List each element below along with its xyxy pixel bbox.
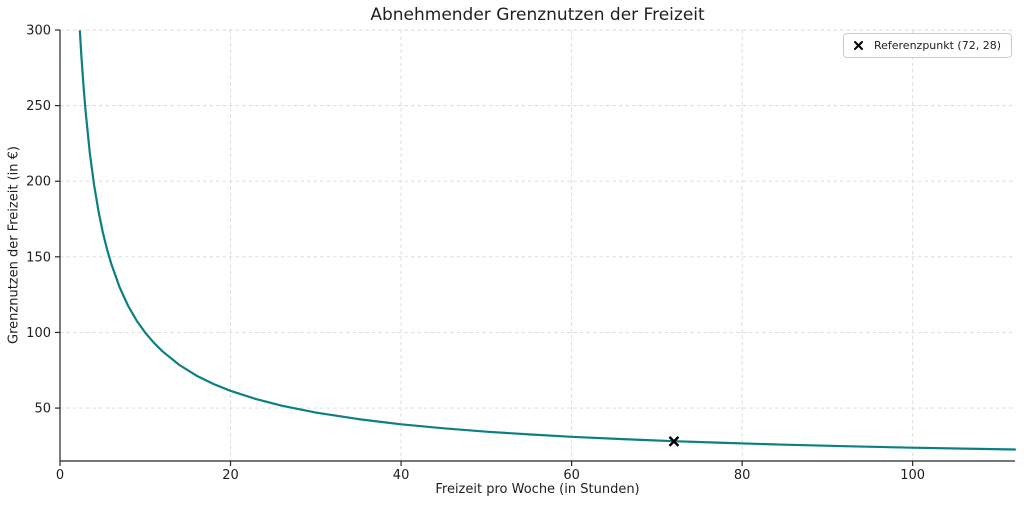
x-tick-label: 80 <box>734 468 751 483</box>
legend-entry-label: Referenzpunkt (72, 28) <box>873 39 1001 52</box>
x-tick-label: 40 <box>393 468 410 483</box>
x-tick-label: 100 <box>900 468 925 483</box>
x-tick-label: 60 <box>563 468 580 483</box>
y-tick-label: 250 <box>26 99 51 114</box>
x-tick-label: 0 <box>56 468 64 483</box>
y-tick-label: 100 <box>26 326 51 341</box>
x-tick-label: 20 <box>222 468 239 483</box>
y-tick-label: 200 <box>26 175 51 190</box>
y-tick-label: 50 <box>34 402 51 417</box>
y-tick-label: 300 <box>26 24 51 39</box>
y-tick-label: 150 <box>26 250 51 265</box>
legend: Referenzpunkt (72, 28) <box>842 33 1012 58</box>
y-axis-label: Grenznutzen der Freizeit (in €) <box>6 146 22 344</box>
x-axis-label: Freizeit pro Woche (in Stunden) <box>435 482 640 497</box>
reference-point-marker <box>668 435 680 447</box>
chart-title: Abnehmender Grenznutzen der Freizeit <box>370 5 705 25</box>
x-marker-icon <box>853 40 864 51</box>
utility-curve <box>78 30 1017 451</box>
